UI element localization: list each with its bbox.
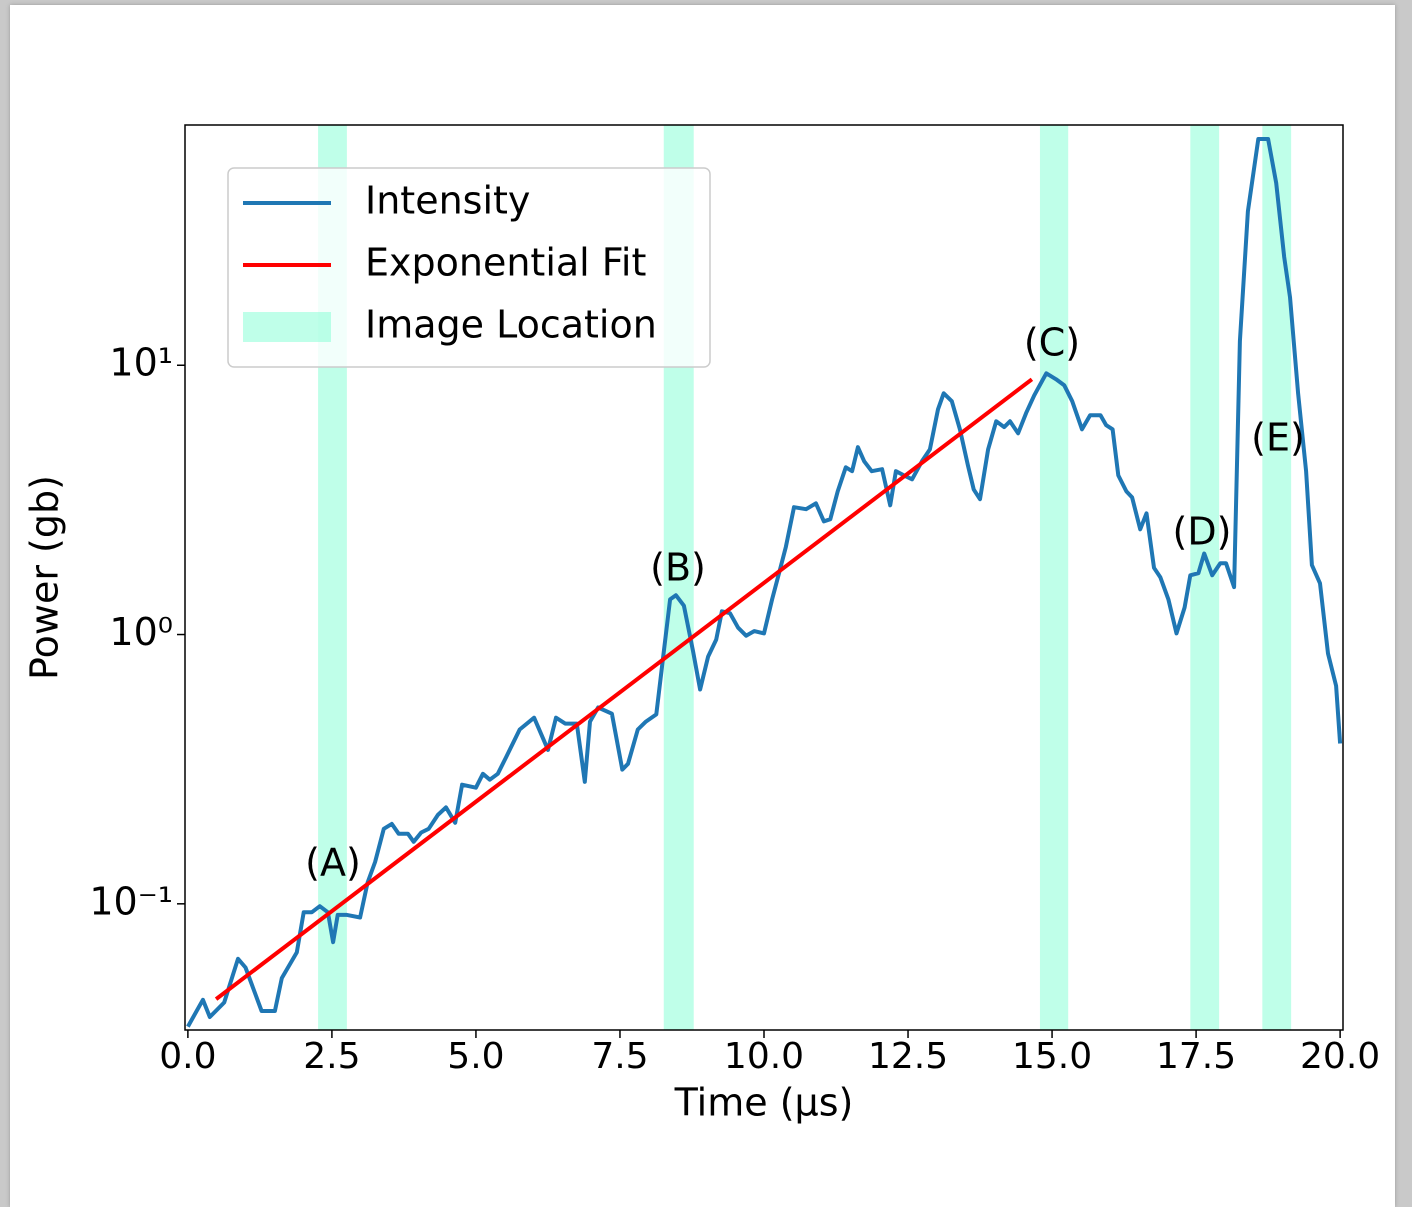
annotation: (A) — [305, 841, 361, 885]
legend-swatch — [243, 312, 331, 342]
x-tick-label: 5.0 — [447, 1036, 504, 1077]
x-tick-label: 15.0 — [1012, 1036, 1092, 1077]
annotation: (C) — [1024, 321, 1080, 365]
annotation: (B) — [650, 546, 706, 590]
y-tick-label: 10⁻¹ — [89, 879, 173, 923]
x-tick-label: 0.0 — [159, 1036, 216, 1077]
y-axis-label: Power (gb) — [23, 475, 67, 680]
intensity-line — [186, 137, 1343, 1028]
x-tick-label: 2.5 — [303, 1036, 360, 1077]
x-tick-label: 17.5 — [1156, 1036, 1236, 1077]
image-location-span — [1190, 125, 1220, 1030]
image-location-span — [1262, 125, 1292, 1030]
legend-label: Image Location — [365, 303, 657, 347]
y-tick-label: 10⁰ — [109, 610, 173, 654]
x-axis-label: Time (μs) — [674, 1081, 854, 1125]
annotation: (D) — [1173, 510, 1232, 554]
x-tick-label: 20.0 — [1300, 1036, 1380, 1077]
y-tick-label: 10¹ — [109, 341, 173, 385]
x-tick-label: 10.0 — [724, 1036, 804, 1077]
legend-box — [227, 167, 711, 368]
image-location-span — [1039, 125, 1069, 1030]
legend-label: Exponential Fit — [365, 241, 646, 285]
fit-line — [214, 377, 1034, 1001]
x-tick-label: 12.5 — [868, 1036, 948, 1077]
x-tick-label: 7.5 — [591, 1036, 648, 1077]
annotation: (E) — [1251, 416, 1305, 460]
legend-label: Intensity — [365, 179, 530, 223]
